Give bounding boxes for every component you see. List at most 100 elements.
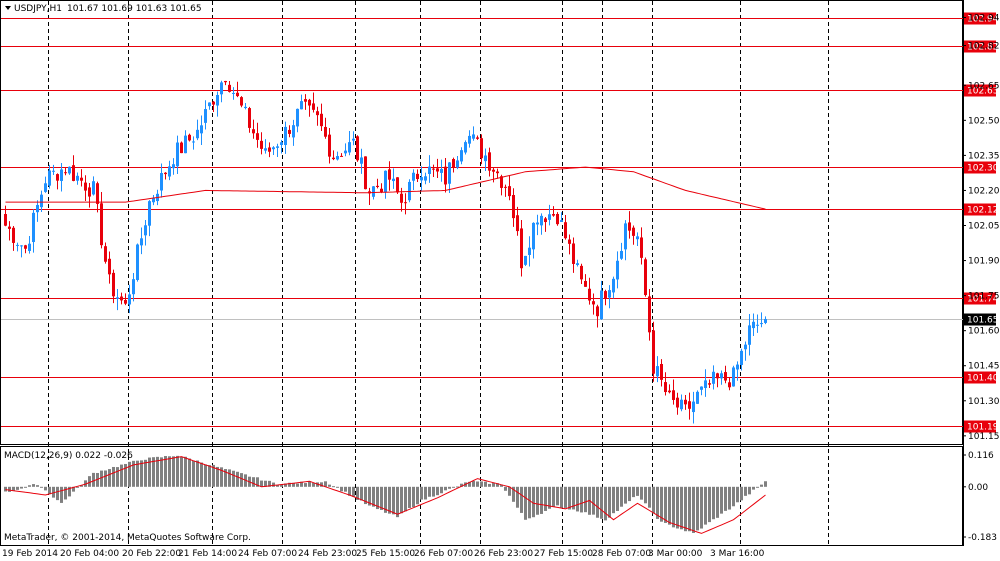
candle bbox=[176, 135, 179, 174]
candle bbox=[76, 172, 79, 185]
candle bbox=[456, 156, 459, 170]
candle bbox=[444, 157, 447, 193]
macd-bar bbox=[740, 486, 743, 501]
candle bbox=[332, 150, 335, 161]
macd-bar bbox=[252, 477, 255, 487]
macd-bar bbox=[712, 486, 715, 520]
candle bbox=[764, 316, 767, 325]
candle bbox=[508, 175, 511, 201]
candle bbox=[328, 127, 331, 164]
candle bbox=[544, 217, 547, 232]
macd-bar bbox=[284, 483, 287, 487]
macd-bar bbox=[492, 482, 495, 487]
macd-bar bbox=[264, 480, 267, 487]
candle bbox=[716, 372, 719, 388]
candle bbox=[692, 391, 695, 424]
macd-bar bbox=[684, 486, 687, 532]
macd-bar bbox=[660, 486, 663, 522]
macd-bar bbox=[756, 486, 759, 488]
macd-bar bbox=[544, 486, 547, 511]
candle bbox=[316, 106, 319, 126]
macd-histogram bbox=[4, 455, 767, 533]
macd-bar bbox=[184, 456, 187, 487]
time-tick-label: 24 Feb 07:00 bbox=[238, 549, 297, 559]
candle bbox=[472, 126, 475, 141]
chevron-down-icon[interactable] bbox=[5, 6, 11, 10]
candle bbox=[24, 244, 27, 254]
candle bbox=[424, 172, 427, 185]
macd-bar bbox=[556, 486, 559, 506]
candle bbox=[12, 225, 15, 251]
price-tick-label: 102.50 bbox=[968, 116, 1000, 126]
macd-label: MACD(12,26,9) 0.022 -0.026 bbox=[4, 451, 133, 461]
macd-bar bbox=[64, 486, 67, 500]
candle bbox=[584, 274, 587, 287]
candle bbox=[360, 148, 363, 174]
macd-bar bbox=[112, 466, 115, 487]
candle bbox=[496, 168, 499, 179]
macd-bar bbox=[332, 486, 335, 488]
macd-bar bbox=[448, 486, 451, 489]
macd-bar bbox=[440, 486, 443, 494]
candle bbox=[272, 146, 275, 155]
candle bbox=[320, 103, 323, 131]
candle bbox=[504, 184, 507, 197]
candle bbox=[600, 280, 603, 320]
candle bbox=[724, 365, 727, 384]
macd-bar bbox=[40, 486, 43, 488]
candle bbox=[276, 143, 279, 157]
candle bbox=[344, 143, 347, 157]
candle bbox=[80, 169, 83, 187]
candle bbox=[620, 242, 623, 260]
macd-bar bbox=[764, 481, 767, 487]
candle bbox=[288, 125, 291, 138]
macd-bar bbox=[624, 486, 627, 504]
macd-bar bbox=[28, 485, 31, 487]
price-axis: 102.94 102.82 102.65 102.50 102.35 102.20 102.… bbox=[963, 0, 1000, 546]
candle bbox=[228, 81, 231, 93]
candle bbox=[652, 321, 655, 382]
macd-bar bbox=[388, 486, 391, 514]
time-tick-label: 26 Feb 23:00 bbox=[474, 549, 533, 559]
candle bbox=[172, 158, 175, 175]
macd-bar bbox=[340, 486, 343, 492]
candle bbox=[680, 394, 683, 412]
candle bbox=[8, 221, 11, 241]
macd-bar bbox=[240, 473, 243, 487]
candle bbox=[192, 136, 195, 150]
candle bbox=[672, 379, 675, 405]
macd-bar bbox=[604, 486, 607, 521]
macd-bar bbox=[716, 486, 719, 518]
macd-bar bbox=[488, 483, 491, 487]
candle bbox=[420, 166, 423, 192]
macd-bar bbox=[368, 486, 371, 506]
horizontal-levels[interactable]: 102.94102.82102.63102.30102.12101.74101.… bbox=[1, 12, 999, 433]
candle bbox=[236, 81, 239, 98]
macd-bar bbox=[720, 486, 723, 514]
macd-bar bbox=[88, 476, 91, 487]
macd-bar bbox=[616, 486, 619, 511]
candles bbox=[4, 80, 767, 424]
level-label-box bbox=[964, 292, 996, 305]
candle bbox=[648, 288, 651, 341]
candle bbox=[264, 139, 267, 154]
macd-bar bbox=[656, 486, 659, 519]
candle bbox=[676, 392, 679, 415]
candle bbox=[28, 236, 31, 254]
symbol-label: USDJPY,H1 bbox=[14, 4, 62, 14]
macd-bar bbox=[356, 486, 359, 500]
candle bbox=[392, 168, 395, 189]
candle bbox=[628, 211, 631, 239]
macd-bar bbox=[304, 483, 307, 487]
candle bbox=[404, 193, 407, 215]
candle bbox=[128, 284, 131, 314]
macd-bar bbox=[592, 486, 595, 515]
macd-bar bbox=[48, 486, 51, 495]
candle bbox=[604, 289, 607, 306]
macd-bar bbox=[120, 464, 123, 487]
macd-bar bbox=[404, 486, 407, 512]
macd-bar bbox=[4, 486, 7, 492]
candle bbox=[336, 151, 339, 161]
